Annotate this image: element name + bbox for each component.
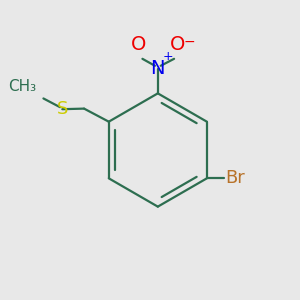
Text: N: N — [151, 59, 165, 78]
Text: +: + — [163, 50, 174, 64]
Text: O: O — [131, 35, 147, 54]
Text: −: − — [184, 35, 196, 49]
Text: CH₃: CH₃ — [8, 79, 36, 94]
Text: Br: Br — [225, 169, 244, 187]
Text: O: O — [170, 35, 185, 54]
Text: S: S — [57, 100, 68, 118]
